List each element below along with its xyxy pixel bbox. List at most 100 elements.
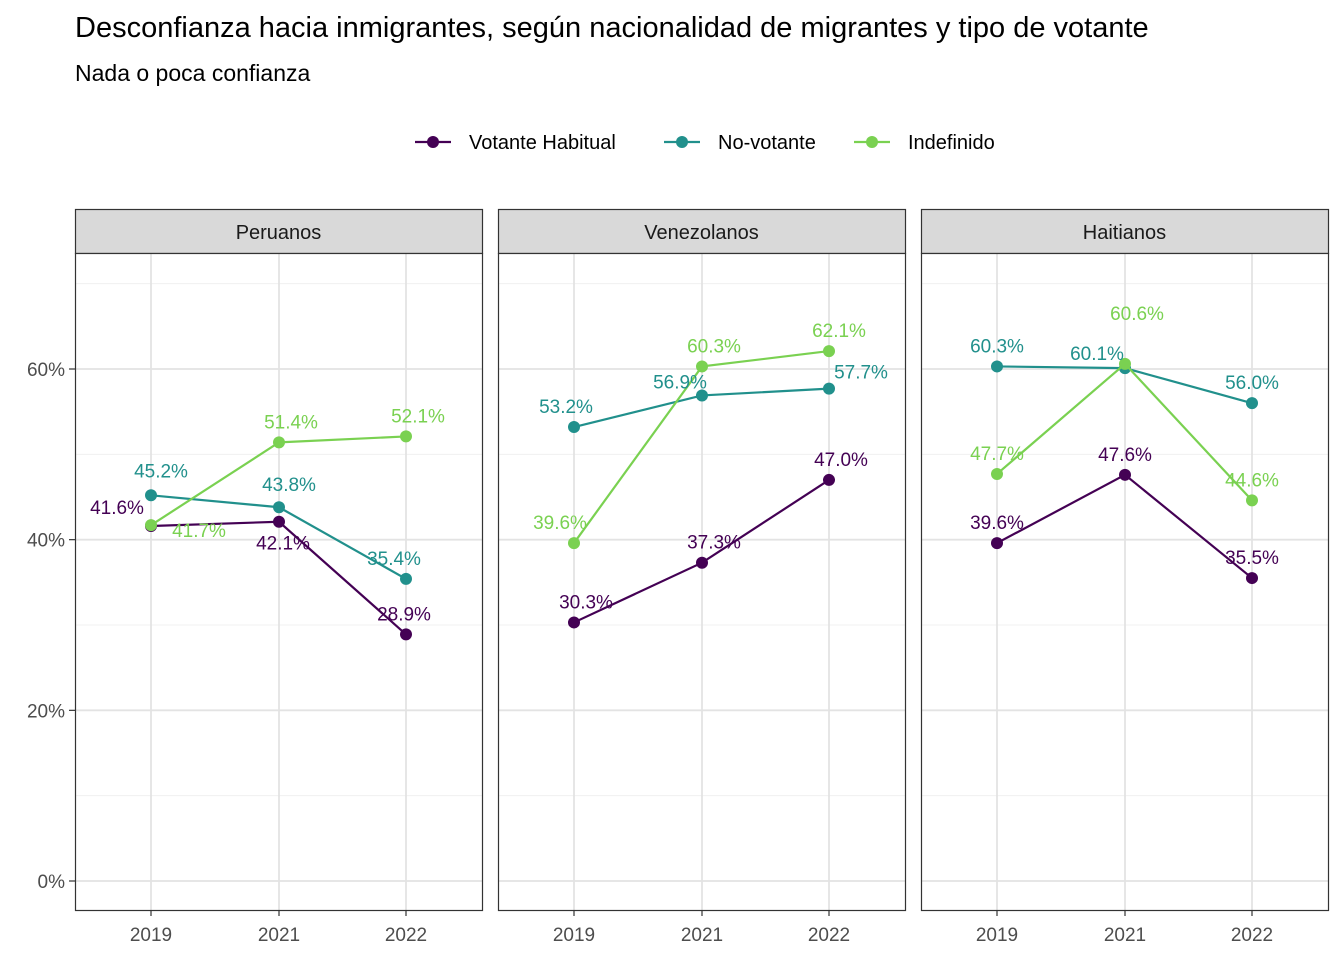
data-label: 39.6% xyxy=(970,513,1024,534)
data-label: 60.3% xyxy=(970,336,1024,357)
data-point xyxy=(991,537,1003,550)
data-label: 45.2% xyxy=(134,461,188,482)
data-label: 47.0% xyxy=(814,450,868,471)
data-label: 56.0% xyxy=(1225,373,1279,394)
data-label: 60.6% xyxy=(1110,304,1164,325)
data-label: 57.7% xyxy=(834,363,888,384)
legend: Votante Habitual No-votante Indefinido xyxy=(415,132,995,154)
panel-background xyxy=(498,253,906,911)
y-tick-label: 20% xyxy=(27,701,65,722)
x-tick-label: 2019 xyxy=(553,925,595,946)
data-point xyxy=(1246,494,1258,507)
data-point xyxy=(273,515,285,528)
data-point xyxy=(568,421,580,434)
series-line-1 xyxy=(150,520,407,636)
data-point xyxy=(991,360,1003,373)
data-label: 28.9% xyxy=(377,604,431,625)
data-label: 60.3% xyxy=(687,336,741,357)
panel-strip xyxy=(74,208,484,255)
data-point xyxy=(823,382,835,395)
panel-strip-label: Venezolanos xyxy=(644,222,759,244)
x-tick-label: 2021 xyxy=(258,925,300,946)
panel-background xyxy=(75,253,483,911)
data-point xyxy=(696,556,708,569)
x-tick-label: 2021 xyxy=(1104,925,1146,946)
series-line-3 xyxy=(996,362,1253,502)
data-point xyxy=(145,519,157,532)
data-label: 30.3% xyxy=(559,592,613,613)
data-label: 47.7% xyxy=(970,444,1024,465)
data-label: 35.5% xyxy=(1225,548,1279,569)
y-tick-label: 40% xyxy=(27,531,65,552)
data-point xyxy=(696,389,708,402)
series-line-3 xyxy=(150,435,407,527)
data-label: 47.6% xyxy=(1098,445,1152,466)
data-point xyxy=(568,537,580,550)
panel-border xyxy=(920,252,1330,912)
data-point xyxy=(696,360,708,373)
data-point xyxy=(400,430,412,443)
chart-title: Desconfianza hacia inmigrantes, según na… xyxy=(75,12,1149,44)
legend-marker-1 xyxy=(427,136,439,148)
data-label: 37.3% xyxy=(687,533,741,554)
legend-label-1: Votante Habitual xyxy=(469,132,616,154)
x-tick-label: 2022 xyxy=(1231,925,1273,946)
data-label: 41.7% xyxy=(172,521,226,542)
panel-strip xyxy=(497,208,907,255)
series-line-1 xyxy=(573,479,830,624)
data-label: 35.4% xyxy=(367,549,421,570)
series-line-1 xyxy=(996,473,1253,579)
data-label: 43.8% xyxy=(262,475,316,496)
series-line-2 xyxy=(996,365,1253,405)
data-label: 60.1% xyxy=(1070,344,1124,365)
panel-strip-label: Haitianos xyxy=(1083,222,1166,244)
y-tick-label: 0% xyxy=(38,872,66,893)
legend-marker-2 xyxy=(676,136,688,148)
panel-border xyxy=(497,252,907,912)
series-line-2 xyxy=(150,494,407,580)
data-point xyxy=(1119,468,1131,481)
data-point xyxy=(273,436,285,449)
x-tick-label: 2019 xyxy=(130,925,172,946)
panel-border xyxy=(74,252,484,912)
data-label: 52.1% xyxy=(391,406,445,427)
data-point xyxy=(1119,357,1131,370)
data-label: 42.1% xyxy=(256,534,310,555)
data-point xyxy=(1246,572,1258,585)
data-point xyxy=(273,501,285,514)
series-line-2 xyxy=(573,387,830,429)
panel-strip-label: Peruanos xyxy=(236,222,322,244)
data-point xyxy=(823,345,835,358)
data-label: 44.6% xyxy=(1225,470,1279,491)
panel-strip xyxy=(920,208,1330,255)
data-label: 41.6% xyxy=(90,498,144,519)
data-point xyxy=(823,473,835,486)
data-point xyxy=(400,572,412,585)
data-point xyxy=(568,616,580,629)
data-label: 62.1% xyxy=(812,321,866,342)
data-label: 51.4% xyxy=(264,412,318,433)
data-label: 39.6% xyxy=(533,513,587,534)
data-point xyxy=(145,489,157,502)
data-point xyxy=(145,520,157,533)
data-point xyxy=(991,467,1003,480)
panel-haitianos: Haitianos 2019 2021 2022 39.6% 47.6% 35.5% 60.3… xyxy=(920,208,1330,946)
legend-marker-3 xyxy=(866,136,878,148)
x-tick-label: 2019 xyxy=(976,925,1018,946)
series-line-3 xyxy=(573,349,830,544)
data-point xyxy=(400,628,412,641)
panel-peruanos: Peruanos 2019 2021 2022 0% 20% 40% 60% 41.6% 42.1… xyxy=(27,208,484,946)
data-label: 56.9% xyxy=(653,372,707,393)
chart-subtitle: Nada o poca confianza xyxy=(75,60,311,86)
y-tick-label: 60% xyxy=(27,360,65,381)
x-tick-label: 2022 xyxy=(385,925,427,946)
x-tick-label: 2021 xyxy=(681,925,723,946)
panel-background xyxy=(921,253,1329,911)
legend-label-2: No-votante xyxy=(718,132,816,154)
panel-venezolanos: Venezolanos 2019 2021 2022 30.3% 37.3% 47.0% 53… xyxy=(497,208,907,946)
data-label: 53.2% xyxy=(539,397,593,418)
legend-label-3: Indefinido xyxy=(908,132,995,154)
x-tick-label: 2022 xyxy=(808,925,850,946)
data-point xyxy=(1246,397,1258,410)
data-point xyxy=(1119,362,1131,375)
